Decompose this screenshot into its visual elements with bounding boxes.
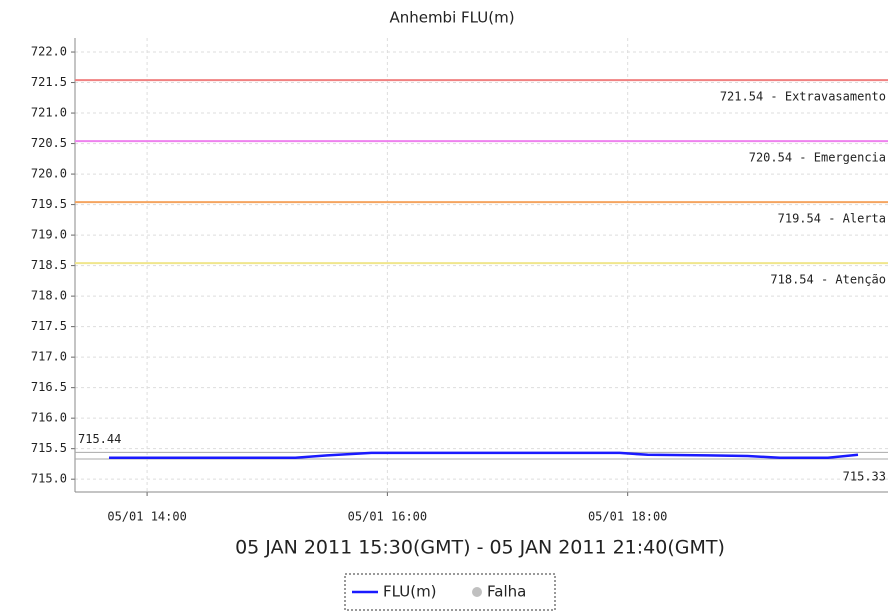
threshold-label: 721.54 - Extravasamento [720,90,886,104]
max-label: 715.44 [78,432,121,446]
legend-label: Falha [487,583,526,601]
legend-label: FLU(m) [383,583,437,601]
threshold-label: 718.54 - Atenção [770,273,886,287]
threshold-label: 719.54 - Alerta [778,212,886,226]
y-tick-label: 717.0 [31,350,67,364]
data-line [109,451,859,460]
y-tick-label: 719.5 [31,197,67,211]
y-tick-label: 721.0 [31,106,67,120]
y-tick-label: 715.0 [31,472,67,486]
y-tick-label: 717.5 [31,319,67,333]
y-tick-label: 720.0 [31,167,67,181]
min-label: 715.33 [843,470,886,484]
legend-swatch [472,587,482,597]
x-tick-label: 05/01 14:00 [107,510,186,524]
y-tick-label: 716.5 [31,380,67,394]
legend-box [344,573,556,611]
y-tick-label: 718.5 [31,258,67,272]
y-tick-label: 715.5 [31,441,67,455]
y-tick-label: 719.0 [31,228,67,242]
x-tick-label: 05/01 18:00 [588,510,667,524]
x-axis-label: 05 JAN 2011 15:30(GMT) - 05 JAN 2011 21:… [235,537,725,559]
y-tick-label: 720.5 [31,136,67,150]
y-tick-label: 721.5 [31,75,67,89]
y-tick-label: 722.0 [31,45,67,59]
y-tick-label: 716.0 [31,411,67,425]
x-tick-label: 05/01 16:00 [348,510,427,524]
chart-title: Anhembi FLU(m) [389,9,514,27]
y-tick-label: 718.0 [31,289,67,303]
threshold-label: 720.54 - Emergencia [749,151,886,165]
